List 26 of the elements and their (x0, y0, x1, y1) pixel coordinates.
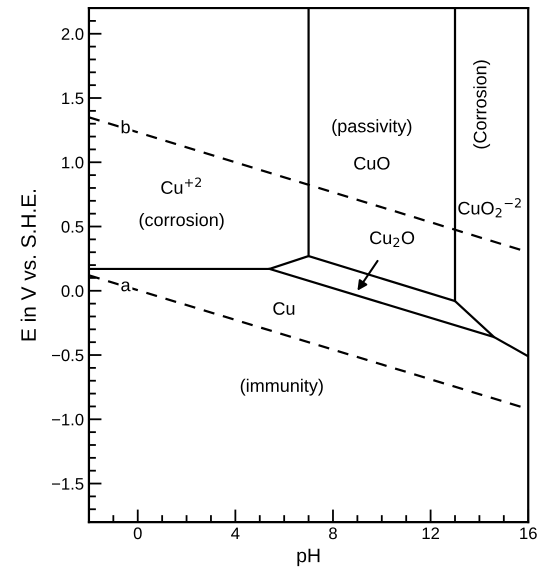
annotation: Cu$^{+2}$ (161, 177, 202, 194)
annotation: (passivity) (332, 119, 412, 136)
annotation: (Corrosion) (473, 60, 490, 148)
x-axis-title: pH (297, 548, 320, 566)
y-axis-title: E in V vs. S.H.E. (20, 190, 36, 340)
y-tick-label: −1.5 (52, 478, 84, 490)
x-tick-label: 0 (134, 527, 142, 540)
series-label: a (121, 281, 131, 292)
annotation: Cu$_{2}$O (370, 231, 414, 247)
x-tick-label: 8 (329, 527, 337, 540)
y-tick-label: 0.0 (62, 285, 84, 297)
y-tick-label: 1.0 (62, 156, 84, 168)
annotation: Cu (273, 302, 294, 315)
y-tick-label: 2.0 (62, 28, 84, 40)
y-tick-label: 1.5 (62, 92, 84, 104)
y-tick-label: 0.5 (62, 220, 84, 233)
annotation: CuO (354, 156, 390, 170)
annotation: CuO$_{2}$$^{−2}$ (458, 198, 521, 218)
x-tick-label: 16 (520, 527, 537, 540)
y-tick-label: −1.0 (52, 414, 84, 426)
x-tick-label: 12 (422, 527, 440, 540)
x-tick-label: 4 (231, 528, 240, 540)
series-label: b (122, 120, 130, 134)
annotation: (immunity) (240, 378, 323, 396)
y-tick-label: −0.5 (52, 349, 84, 362)
annotation: (corrosion) (140, 212, 224, 230)
